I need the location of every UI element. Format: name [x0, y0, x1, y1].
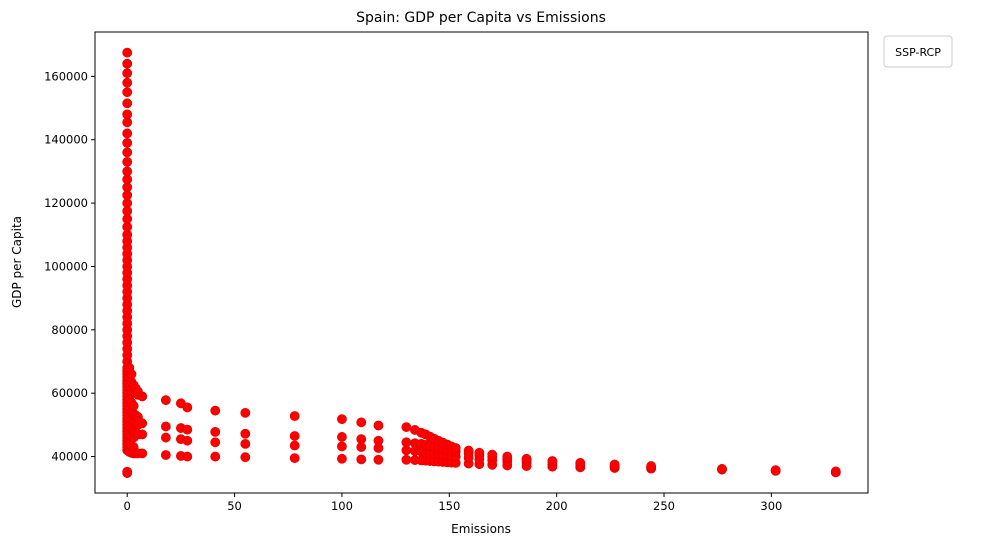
data-point: [575, 458, 586, 468]
data-point: [401, 422, 412, 432]
y-tick-label: 80000: [51, 323, 88, 337]
data-point: [401, 454, 412, 465]
data-point: [289, 440, 300, 451]
data-point: [122, 166, 133, 177]
data-point: [240, 407, 251, 418]
data-point: [463, 445, 474, 456]
data-point: [450, 443, 461, 453]
data-point: [289, 431, 300, 441]
data-point: [182, 402, 193, 413]
data-point: [122, 466, 133, 477]
y-axis: 40000 60000 80000 100000 120000 140000 160000: [44, 69, 95, 464]
data-point: [122, 98, 133, 109]
data-point: [210, 426, 221, 437]
data-point: [240, 428, 251, 439]
data-point: [373, 435, 384, 446]
data-point: [474, 447, 485, 458]
x-tick-label: 300: [760, 499, 782, 513]
data-point: [122, 109, 133, 120]
data-point: [240, 452, 251, 463]
data-point: [289, 453, 300, 464]
y-tick-label: 160000: [44, 69, 88, 83]
data-point: [122, 47, 133, 58]
legend-box: [883, 35, 953, 68]
data-point: [240, 438, 251, 449]
legend-title: SSP-RCP: [895, 46, 941, 59]
data-point: [182, 451, 193, 462]
data-point: [122, 147, 133, 158]
y-axis-label: GDP per Capita: [10, 216, 24, 308]
data-point: [160, 395, 171, 406]
data-point: [137, 391, 148, 402]
data-point: [356, 417, 367, 428]
data-point: [337, 453, 347, 464]
data-point: [830, 466, 841, 477]
y-tick-label: 140000: [44, 133, 88, 147]
data-point: [122, 87, 133, 98]
data-point: [210, 437, 221, 448]
data-point: [487, 449, 498, 460]
data-point: [122, 157, 133, 167]
x-tick-label: 100: [331, 499, 353, 513]
data-point: [356, 454, 367, 465]
data-point: [401, 437, 412, 448]
data-point: [373, 454, 384, 465]
data-point: [356, 434, 367, 445]
data-point: [160, 450, 171, 460]
x-tick-label: 50: [227, 499, 242, 513]
data-point: [337, 414, 347, 425]
data-point: [373, 420, 384, 431]
data-point: [137, 418, 148, 429]
data-point: [521, 453, 532, 464]
data-point: [289, 411, 300, 421]
data-point: [122, 77, 133, 88]
y-tick-label: 120000: [44, 196, 88, 210]
plot-area: [94, 31, 869, 494]
data-point: [337, 441, 347, 452]
data-point: [770, 465, 781, 476]
data-point: [210, 405, 221, 416]
x-tick-label: 0: [124, 499, 131, 513]
y-tick-label: 40000: [51, 450, 88, 464]
x-axis-label: Emissions: [451, 522, 511, 536]
data-point: [137, 429, 148, 440]
data-point: [182, 435, 193, 446]
data-point: [210, 451, 221, 462]
x-tick-label: 200: [546, 499, 568, 513]
data-point: [122, 68, 133, 79]
data-point: [609, 459, 620, 470]
legend: SSP-RCP: [883, 35, 953, 68]
x-axis: 0 50 100 150 200 250 300: [124, 493, 782, 513]
data-point: [137, 448, 148, 459]
x-tick-label: 150: [438, 499, 460, 513]
data-point: [337, 432, 347, 442]
y-tick-label: 100000: [44, 259, 88, 273]
data-point: [122, 137, 133, 148]
data-point: [547, 456, 558, 466]
data-point: [646, 461, 657, 471]
data-point: [182, 424, 193, 435]
data-point: [502, 451, 513, 462]
x-tick-label: 250: [653, 499, 675, 513]
data-points: [122, 47, 841, 478]
y-tick-label: 60000: [51, 386, 88, 400]
data-point: [122, 128, 133, 139]
data-point: [128, 400, 139, 411]
data-point: [717, 464, 727, 474]
data-point: [122, 58, 133, 69]
chart-title: Spain: GDP per Capita vs Emissions: [356, 10, 606, 26]
data-point: [160, 421, 171, 432]
data-point: [126, 369, 137, 380]
data-point: [160, 432, 171, 443]
